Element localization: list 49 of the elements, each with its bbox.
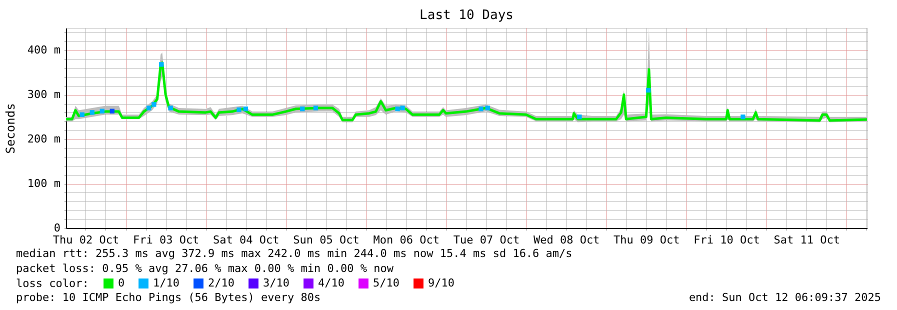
line-series [64, 61, 868, 122]
point [400, 106, 405, 110]
point [146, 106, 152, 110]
legend-label: 1/10 [153, 276, 180, 290]
y-tick-label: 400 m [27, 44, 61, 57]
x-tick-label: Fri 03 Oct [132, 234, 200, 246]
point [90, 110, 94, 115]
text: median rtt: 255.3 ms avg 372.9 ms max 242.0 ms min 244.0 ms now 15.4 ms sd 16.6 am/s [16, 247, 572, 260]
point [159, 62, 164, 67]
y-tick-label: 100 m [27, 177, 61, 190]
point [110, 108, 115, 114]
text: probe: 10 ICMP Echo Pings (56 Bytes) every 80s [16, 291, 321, 304]
point [395, 106, 400, 112]
legend-label: 9/10 [428, 276, 454, 290]
x-tick-label: Wed 08 Oct [533, 234, 600, 246]
x-tick-label: Mon 06 Oct [373, 234, 440, 246]
point [243, 106, 248, 112]
point [478, 106, 484, 112]
point [100, 108, 104, 114]
legend-label: 2/10 [208, 276, 234, 290]
point [236, 107, 242, 112]
point [168, 106, 173, 110]
text: packet loss: 0.95 % avg 27.06 % max 0.00 % min 0.00 % now [16, 262, 394, 275]
y-tick-label: 300 m [27, 88, 61, 102]
point [577, 114, 582, 120]
text: end: Sun Oct 12 06:09:37 2025 [688, 291, 881, 304]
x-tick-label: Sun 05 Oct [293, 234, 360, 246]
point [80, 112, 84, 118]
legend-label: 3/10 [263, 276, 290, 290]
legend-label: 0 [118, 276, 125, 290]
y-tick-label: 200 m [27, 132, 61, 146]
x-tick-label: Sat 11 Oct [774, 234, 840, 246]
x-tick-label: Thu 02 Oct [52, 234, 120, 246]
point [300, 106, 305, 112]
point [313, 106, 318, 110]
y-tick-label: 0 [54, 222, 60, 234]
point [485, 106, 490, 110]
point [152, 102, 156, 107]
point [646, 88, 651, 93]
x-tick-label: Fri 10 Oct [694, 234, 760, 246]
legend-label: 5/10 [373, 276, 400, 290]
x-tick-label: Tue 07 Oct [453, 234, 520, 246]
x-tick-label: Thu 09 Oct [614, 234, 680, 246]
point [740, 114, 746, 120]
legend-label: 4/10 [318, 276, 344, 290]
legend-title: loss color: [16, 277, 89, 290]
y-axis-title: Seconds [3, 103, 18, 154]
x-tick-label: Sat 04 Oct [213, 234, 280, 246]
chart-title: Last 10 Days [420, 8, 514, 23]
